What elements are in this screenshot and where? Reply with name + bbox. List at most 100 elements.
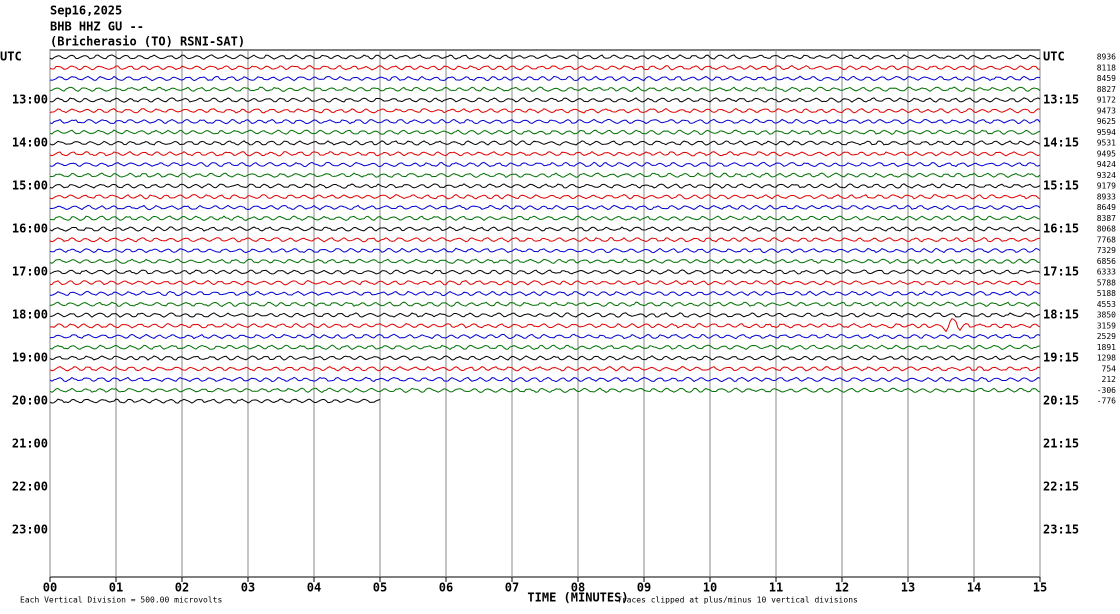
hour-label: 18:15 xyxy=(1043,308,1079,322)
trace-offset: 5188 xyxy=(1097,289,1116,298)
trace xyxy=(49,387,1041,393)
trace xyxy=(49,226,1041,232)
hour-label: 21:15 xyxy=(1043,437,1079,451)
hour-label: 13:00 xyxy=(12,93,48,107)
trace xyxy=(49,64,1041,71)
trace xyxy=(49,269,1041,275)
title-line: Sep16,2025 xyxy=(50,4,122,18)
trace xyxy=(49,183,1041,189)
trace xyxy=(50,172,1041,179)
x-tick-label: 11 xyxy=(769,581,783,595)
trace-offset: 8118 xyxy=(1097,63,1116,72)
trace xyxy=(49,280,1041,286)
x-tick-label: 14 xyxy=(967,581,981,595)
footer-note: Each Vertical Division = 500.00 microvol… xyxy=(20,596,222,605)
trace-offset: 8827 xyxy=(1097,85,1116,94)
trace-offset: 8936 xyxy=(1097,53,1116,62)
trace-offset: 3159 xyxy=(1097,321,1116,330)
x-tick-label: 01 xyxy=(109,581,123,595)
hour-label: 14:15 xyxy=(1043,136,1079,150)
x-axis-label: TIME (MINUTES) xyxy=(527,591,628,605)
hour-label: 23:15 xyxy=(1043,523,1079,537)
trace xyxy=(49,312,1041,318)
trace xyxy=(49,108,1041,114)
trace-offset: 5788 xyxy=(1097,278,1116,287)
trace xyxy=(49,366,1041,372)
hour-label: 13:15 xyxy=(1043,93,1079,107)
trace xyxy=(50,290,1041,297)
x-tick-label: 07 xyxy=(505,581,519,595)
trace-offset: 7329 xyxy=(1097,246,1116,255)
trace xyxy=(49,118,1041,125)
trace xyxy=(49,317,1041,333)
title-line: BHB HHZ GU -- xyxy=(50,20,144,34)
x-tick-label: 02 xyxy=(175,581,189,595)
trace-offset: 8387 xyxy=(1097,214,1116,223)
trace-offset: 6856 xyxy=(1097,257,1116,266)
trace xyxy=(49,194,1041,200)
x-tick-label: 08 xyxy=(571,581,585,595)
hour-label: 15:00 xyxy=(12,179,48,193)
x-tick-label: 03 xyxy=(241,581,255,595)
x-tick-label: 04 xyxy=(307,581,321,595)
hour-label: 21:00 xyxy=(12,437,48,451)
trace xyxy=(49,344,1041,351)
trace-offset: -306 xyxy=(1097,386,1116,395)
trace xyxy=(49,398,381,404)
trace xyxy=(49,333,1041,340)
x-tick-label: 05 xyxy=(373,581,387,595)
trace-offset: 1298 xyxy=(1097,354,1116,363)
trace xyxy=(49,97,1041,103)
trace xyxy=(49,204,1041,211)
trace xyxy=(49,355,1041,361)
trace-offset: 9172 xyxy=(1097,96,1116,105)
trace-offset: 8068 xyxy=(1097,225,1116,234)
trace-offset: 2529 xyxy=(1097,332,1116,341)
hour-label: 15:15 xyxy=(1043,179,1079,193)
trace-offset: 9495 xyxy=(1097,149,1116,158)
trace-offset: 9424 xyxy=(1097,160,1116,169)
title-line: (Bricherasio (TO) RSNI-SAT) xyxy=(50,35,245,49)
hour-label: 14:00 xyxy=(12,136,48,150)
trace xyxy=(49,237,1041,243)
trace xyxy=(49,54,1041,60)
trace-offset: 9179 xyxy=(1097,182,1116,191)
trace xyxy=(49,140,1041,146)
hour-label: 22:00 xyxy=(12,480,48,494)
trace-offset: 9324 xyxy=(1097,171,1116,180)
hour-label: 19:15 xyxy=(1043,351,1079,365)
x-tick-label: 15 xyxy=(1033,581,1047,595)
trace-offset: 212 xyxy=(1102,375,1117,384)
trace xyxy=(49,86,1041,93)
trace xyxy=(49,129,1041,135)
hour-label: 17:00 xyxy=(12,265,48,279)
hour-label: 17:15 xyxy=(1043,265,1079,279)
x-tick-label: 10 xyxy=(703,581,717,595)
trace xyxy=(49,215,1041,222)
trace-offset: -776 xyxy=(1097,397,1116,406)
trace xyxy=(49,247,1041,254)
hour-label: 16:15 xyxy=(1043,222,1079,236)
trace-offset: 9594 xyxy=(1097,128,1116,137)
trace-offset: 1891 xyxy=(1097,343,1116,352)
trace xyxy=(49,258,1041,265)
trace-offset: 8649 xyxy=(1097,203,1116,212)
trace-offset: 6333 xyxy=(1097,268,1116,277)
trace-offset: 9625 xyxy=(1097,117,1116,126)
trace xyxy=(49,150,1041,157)
trace-offset: 4553 xyxy=(1097,300,1116,309)
footer-note: Traces clipped at plus/minus 10 vertical… xyxy=(617,596,858,605)
trace xyxy=(49,161,1041,168)
x-tick-label: 09 xyxy=(637,581,651,595)
hour-label: 19:00 xyxy=(12,351,48,365)
trace xyxy=(49,376,1041,383)
hour-label: 22:15 xyxy=(1043,480,1079,494)
hour-label: 18:00 xyxy=(12,308,48,322)
trace-offset: 8459 xyxy=(1097,74,1116,83)
trace-offset: 3850 xyxy=(1097,311,1116,320)
x-tick-label: 00 xyxy=(43,581,57,595)
x-tick-label: 13 xyxy=(901,581,915,595)
trace-offset: 7768 xyxy=(1097,235,1116,244)
